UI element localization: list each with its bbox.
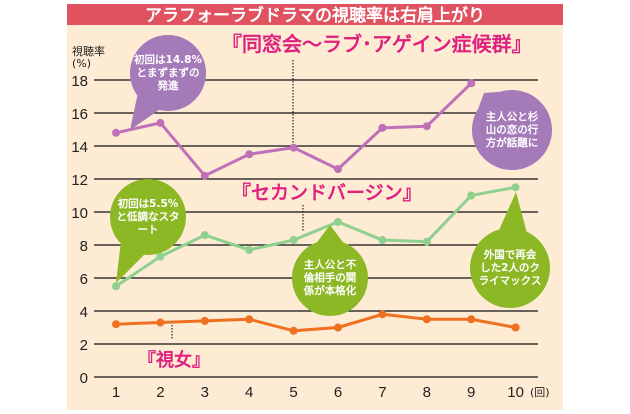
callout-text: した2人のク	[480, 261, 540, 274]
data-point	[378, 310, 387, 319]
data-point	[200, 231, 209, 240]
x-axis-unit: (回)	[530, 386, 550, 399]
callout-text: ート	[138, 224, 159, 236]
data-point	[511, 323, 520, 332]
x-tick-label: 4	[245, 384, 253, 401]
data-point	[112, 128, 120, 137]
data-point	[112, 282, 120, 291]
data-point	[422, 315, 431, 324]
x-tick-label: 3	[201, 384, 209, 401]
data-point	[245, 150, 254, 159]
data-point	[334, 323, 342, 332]
callout-bubble	[470, 228, 550, 308]
x-tick-label: 7	[378, 384, 386, 401]
y-tick-label: 12	[71, 172, 88, 189]
data-point	[422, 237, 431, 246]
callout-tail	[316, 225, 344, 243]
data-point	[156, 252, 165, 261]
y-tick-label: 18	[71, 73, 88, 90]
callout-text: 係が本格化	[304, 284, 357, 297]
data-point	[200, 171, 209, 180]
title-bar	[67, 4, 563, 25]
callout-bubble	[130, 35, 206, 111]
callout-text: 主人公と杉	[486, 110, 539, 123]
data-point	[378, 123, 387, 132]
data-point	[334, 165, 342, 174]
data-point	[112, 320, 120, 329]
data-point	[511, 183, 520, 192]
data-point	[245, 315, 254, 324]
data-point	[334, 217, 342, 226]
data-point	[422, 122, 431, 131]
x-tick-label: 6	[334, 384, 342, 401]
callout-text: 初回は14.8%	[134, 53, 202, 66]
y-tick-label: 4	[80, 304, 88, 321]
y-tick-label: 8	[80, 238, 88, 255]
data-point	[289, 326, 298, 335]
callout-text: ライマックス	[479, 275, 542, 287]
x-tick-label: 10	[507, 384, 524, 401]
data-point	[467, 315, 476, 324]
series-line	[115, 312, 516, 333]
chart-title: アラフォーラブドラマの視聴率は右肩上がり	[145, 5, 485, 26]
y-axis-unit: (%)	[72, 57, 91, 70]
callout-text: 発進	[157, 79, 179, 92]
series-label-dosokai: 『同窓会～ラブ･アゲイン症候群』	[222, 32, 532, 56]
data-point	[245, 245, 254, 254]
callout-text: とまずまずの	[137, 66, 200, 79]
data-point	[156, 318, 165, 327]
callout-text: 主人公と不	[304, 258, 357, 271]
y-tick-label: 0	[80, 370, 88, 387]
callout-text: 方が話題に	[486, 136, 539, 149]
x-tick-label: 5	[289, 384, 297, 401]
y-tick-label: 10	[71, 205, 88, 222]
data-point	[289, 236, 298, 245]
data-point	[200, 316, 209, 325]
x-tick-label: 1	[112, 384, 120, 401]
callout-bubble	[472, 90, 552, 170]
data-point	[289, 143, 298, 152]
x-tick-label: 2	[156, 384, 164, 401]
callout-tail	[130, 95, 160, 130]
callout-tail	[499, 192, 527, 232]
x-tick-label: 8	[423, 384, 431, 401]
data-point	[156, 118, 165, 127]
y-axis-label: 視聴率	[72, 44, 105, 58]
callout-text: 外国で再会	[483, 248, 537, 261]
y-tick-label: 2	[80, 337, 88, 354]
callout-bubble	[292, 240, 368, 316]
callout-text: 山の恋の行	[486, 123, 539, 136]
callout-text: 初回は5.5%	[118, 197, 179, 210]
x-tick-label: 9	[467, 384, 475, 401]
y-tick-label: 14	[71, 139, 88, 156]
series-label-second-virgin: 『セカンドバージン』	[232, 182, 422, 204]
y-tick-label: 16	[71, 106, 88, 123]
callout-bubble	[110, 179, 186, 255]
y-tick-label: 6	[80, 271, 88, 288]
data-point	[378, 236, 387, 245]
callout-text: と低調なスタ	[117, 210, 180, 223]
callout-text: 倫相手の関	[304, 271, 357, 284]
series-label-shijo: 『視女』	[138, 349, 210, 371]
series-line	[115, 185, 516, 288]
data-point	[467, 79, 476, 88]
data-point	[467, 191, 476, 200]
